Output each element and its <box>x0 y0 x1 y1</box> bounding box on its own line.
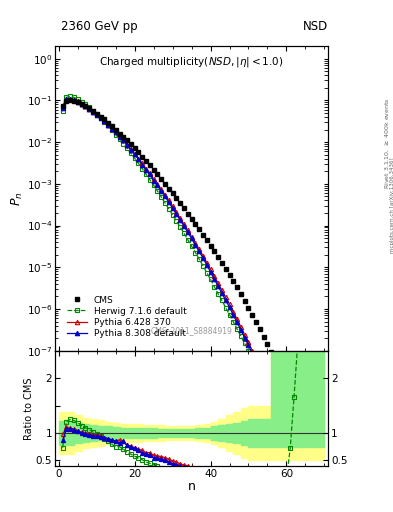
Herwig 7.1.6 default <box>170 212 175 218</box>
Pythia 6.428 370 <box>314 480 319 486</box>
CMS <box>292 398 296 404</box>
Herwig 7.1.6 default <box>125 145 129 152</box>
Text: 2360 GeV pp: 2360 GeV pp <box>61 20 138 33</box>
Text: Rivet 3.1.10, $\geq$ 400k events: Rivet 3.1.10, $\geq$ 400k events <box>383 97 391 189</box>
CMS <box>125 137 129 143</box>
Text: mcplots.cern.ch [arXiv:1306.3436]: mcplots.cern.ch [arXiv:1306.3436] <box>390 157 393 252</box>
CMS <box>170 190 175 197</box>
Pythia 8.308 default <box>212 276 217 282</box>
Herwig 7.1.6 default <box>60 108 65 114</box>
Line: Pythia 8.308 default: Pythia 8.308 default <box>61 97 319 509</box>
X-axis label: n: n <box>187 480 196 493</box>
CMS <box>314 452 319 458</box>
Pythia 6.428 370 <box>292 431 296 437</box>
CMS <box>208 243 213 249</box>
Herwig 7.1.6 default <box>208 276 213 283</box>
CMS <box>60 102 65 109</box>
Pythia 6.428 370 <box>208 266 213 272</box>
Pythia 8.308 default <box>125 142 129 148</box>
Y-axis label: $P_n$: $P_n$ <box>10 191 25 206</box>
Line: CMS: CMS <box>60 98 319 458</box>
Herwig 7.1.6 default <box>314 428 319 434</box>
CMS <box>121 134 126 140</box>
Herwig 7.1.6 default <box>292 389 296 395</box>
CMS <box>68 97 73 103</box>
Text: CMS_2011_S8884919: CMS_2011_S8884919 <box>151 327 233 335</box>
Pythia 8.308 default <box>121 137 126 143</box>
Pythia 6.428 370 <box>68 96 73 102</box>
Pythia 8.308 default <box>208 269 213 275</box>
Line: Pythia 6.428 370: Pythia 6.428 370 <box>61 97 319 485</box>
Pythia 6.428 370 <box>170 203 175 209</box>
CMS <box>212 248 217 254</box>
Herwig 7.1.6 default <box>68 93 73 99</box>
Text: NSD: NSD <box>303 20 328 33</box>
Line: Herwig 7.1.6 default: Herwig 7.1.6 default <box>61 94 319 433</box>
Pythia 6.428 370 <box>121 137 126 143</box>
Pythia 8.308 default <box>314 504 319 510</box>
Pythia 6.428 370 <box>60 103 65 109</box>
Herwig 7.1.6 default <box>121 140 126 146</box>
Text: Charged multiplicity$(NSD, |\eta| < 1.0)$: Charged multiplicity$(NSD, |\eta| < 1.0)… <box>99 55 284 69</box>
Pythia 8.308 default <box>60 105 65 111</box>
Pythia 8.308 default <box>292 446 296 453</box>
Pythia 8.308 default <box>68 96 73 102</box>
Pythia 6.428 370 <box>212 273 217 280</box>
Pythia 6.428 370 <box>125 142 129 148</box>
Legend: CMS, Herwig 7.1.6 default, Pythia 6.428 370, Pythia 8.308 default: CMS, Herwig 7.1.6 default, Pythia 6.428 … <box>65 294 188 340</box>
Y-axis label: Ratio to CMS: Ratio to CMS <box>24 377 34 440</box>
Herwig 7.1.6 default <box>212 284 217 290</box>
Pythia 8.308 default <box>170 205 175 211</box>
